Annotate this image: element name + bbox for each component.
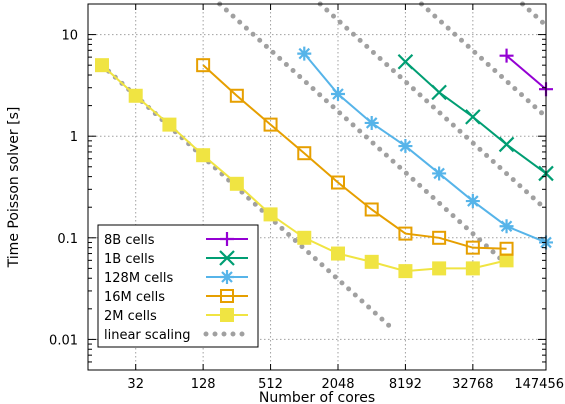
legend-box [97,224,259,348]
legend: 8B cells 1B cells 128M cells 16M cells 2M ce… [97,224,259,348]
x-tick-label: 147456 [514,377,564,392]
legend-marker [219,250,235,266]
x-tick-label: 2048 [321,377,354,392]
legend-label: linear scaling [104,328,191,343]
y-tick-label: 10 [61,29,78,44]
series-1b-cells [397,54,554,182]
plot-frame [87,3,547,371]
data-point [465,261,480,276]
x-tick-label: 128 [191,377,216,392]
legend-item: 128M cells [104,270,248,286]
data-point [297,146,312,161]
x-tick-label: 32768 [452,377,493,392]
linear-scaling-line [520,1,549,28]
data-point [397,54,414,70]
y-axis-title: Time Poisson solver [s] [6,107,22,269]
legend-marker [220,308,234,322]
data-point [465,109,481,125]
legend-item: linear scaling [104,328,251,343]
legend-item: 1B cells [104,250,248,267]
data-point [196,148,211,163]
data-point [330,87,345,102]
legend-label: 128M cells [104,271,174,286]
legend-item: 16M cells [104,289,248,305]
data-point [432,166,447,181]
data-point [398,139,413,154]
x-tick-label: 8192 [389,377,422,392]
legend-label: 2M cells [104,309,157,324]
data-point [499,48,514,63]
legend-marker [220,270,234,284]
plot-area [94,1,554,328]
data-point [297,46,312,61]
y-tick-label: 0.01 [49,333,78,348]
legend-marker [220,289,234,303]
x-tick-label: 32 [127,377,144,392]
data-point [229,176,244,191]
data-point [162,117,177,132]
series-2m-cells [94,58,514,279]
legend-label: 16M cells [104,290,165,305]
data-point [398,264,413,279]
legend-item: 8B cells [104,232,248,248]
legend-label: 1B cells [104,252,155,267]
series-line [202,64,507,250]
data-point [499,219,514,234]
linear-scaling-line [317,1,549,212]
data-point [398,226,413,241]
series-line [505,54,547,90]
data-point [364,254,379,269]
series-8b-cells [499,48,553,97]
data-point [499,241,514,256]
data-point [431,84,447,101]
series-line [404,61,547,175]
legend-label: 8B cells [104,233,155,248]
axis-ticks: 32 128 512 2048 8192 32768 147456 0.01 0.1 1 10 [49,3,564,392]
data-point [229,88,244,103]
data-point [196,58,211,73]
x-axis-title: Number of cores [259,390,375,404]
data-point [263,207,278,222]
data-point [364,115,379,130]
linear-scaling-line [418,1,549,120]
data-point [263,117,278,132]
data-point [432,230,447,245]
data-point [465,240,480,255]
data-point [297,230,312,245]
y-tick-label: 1 [70,130,78,145]
data-point [128,88,143,103]
data-point [465,194,480,209]
data-point [330,246,345,261]
data-point [432,261,447,276]
series-128m-cells [297,46,553,250]
x-tick-label: 512 [258,377,283,392]
data-point [330,175,345,190]
y-tick-label: 0.1 [57,232,78,247]
data-point [364,202,379,217]
series-16m-cells [196,58,514,256]
data-point [94,58,109,73]
linear-scaling-line [217,1,510,267]
legend-marker [220,232,234,246]
data-point [498,136,515,153]
legend-item: 2M cells [104,308,248,324]
data-point [499,253,514,268]
